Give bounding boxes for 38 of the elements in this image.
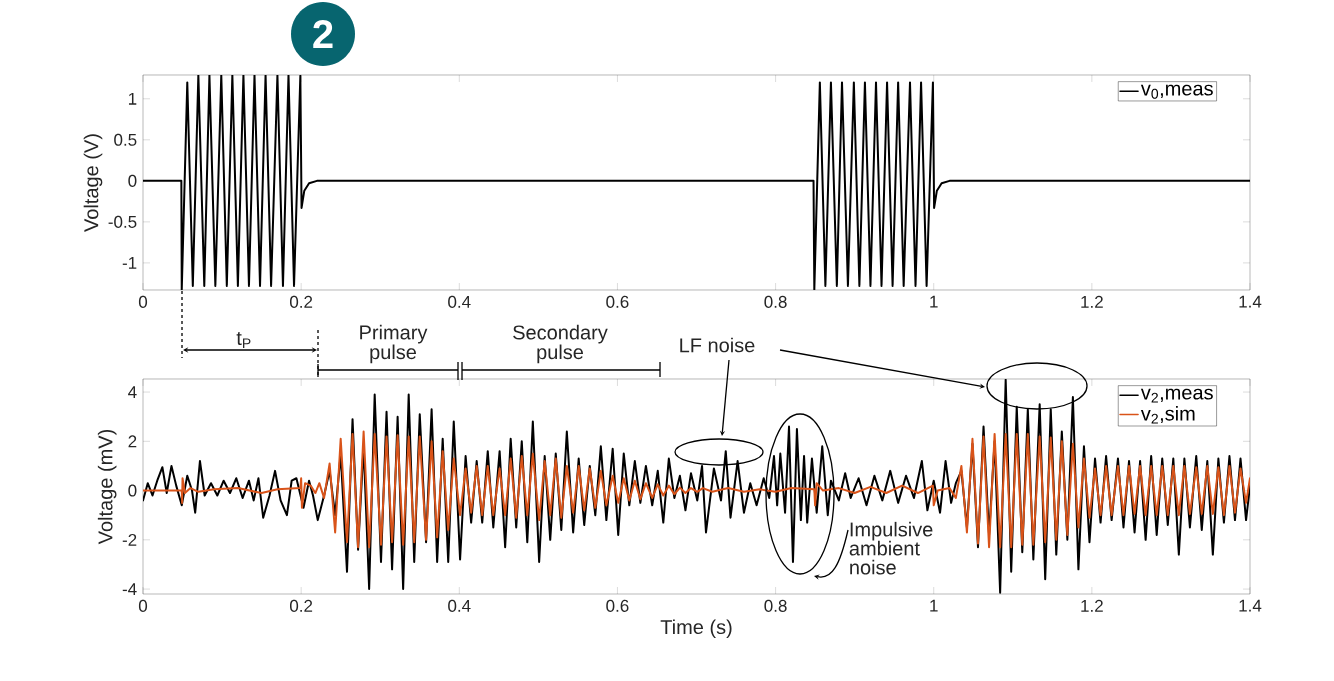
x-tick-label: 1.2: [1081, 295, 1103, 308]
y-tick-label: -1: [122, 257, 137, 269]
x-tick-label: 1.4: [1239, 295, 1262, 308]
y-axis-title: Voltage (mV): [97, 429, 117, 545]
text: Secondary pulse: [513, 324, 608, 364]
text: 2: [313, 20, 333, 48]
x-axis-title: Time (s): [660, 619, 732, 639]
x-tick-label: 0.2: [289, 295, 313, 308]
x-tick-label: 0.8: [764, 599, 787, 612]
x-tick-label: 1: [930, 295, 938, 308]
x-tick-label: 0.8: [764, 295, 787, 308]
y-tick-label: 0: [128, 174, 137, 187]
y-tick-label: 4: [128, 386, 137, 398]
text: LF noise: [680, 337, 755, 353]
x-tick-label: 0.4: [448, 599, 471, 612]
y-tick-label: 0: [128, 484, 137, 497]
y-tick-label: 2: [128, 435, 137, 448]
x-tick-label: 0: [138, 295, 148, 308]
y-tick-label: -0.5: [108, 215, 137, 228]
y-tick-label: -2: [122, 533, 137, 546]
x-tick-label: 0.6: [606, 599, 629, 612]
legend-label: v$_{2}$,meas: [1140, 388, 1213, 403]
x-tick-label: 0: [138, 599, 148, 612]
x-tick-label: 0.2: [289, 599, 313, 612]
y-axis-title: Voltage (V): [83, 134, 103, 232]
x-tick-label: 1.2: [1081, 599, 1103, 612]
x-tick-label: 0.6: [606, 295, 629, 308]
x-tick-label: 1: [930, 599, 938, 612]
annotation: Impulsive ambient noise: [849, 521, 933, 575]
text: t$_{P}$: [236, 331, 251, 349]
x-tick-label: 0.4: [448, 295, 471, 308]
legend-label: v$_{2}$,sim: [1140, 405, 1195, 424]
legend-label: v$_{0}$,meas: [1140, 84, 1213, 99]
x-tick-label: 1.4: [1239, 599, 1262, 612]
y-tick-label: 1: [128, 92, 137, 105]
y-tick-label: -4: [122, 583, 137, 595]
y-tick-label: 0.5: [114, 133, 137, 146]
text: Primary pulse: [360, 324, 428, 364]
